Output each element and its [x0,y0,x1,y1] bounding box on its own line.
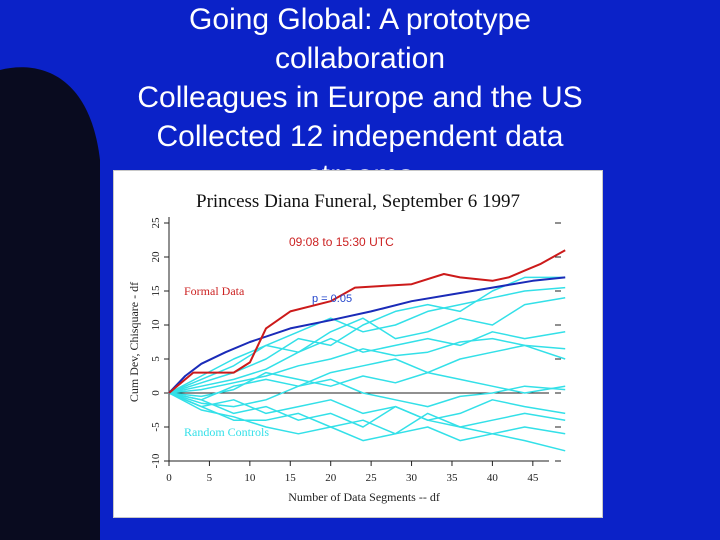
time-range-annotation: 09:08 to 15:30 UTC [289,235,394,249]
title-line: Colleagues in Europe and the US [137,81,583,114]
control-series-line [168,371,566,398]
y-tick-label: -5 [150,422,162,432]
random-controls-label: Random Controls [184,425,269,439]
y-tick-label: 15 [150,285,162,297]
control-series-line [168,378,566,408]
title-line: Collected 12 independent data [156,120,564,153]
control-series-line [168,392,566,421]
formal-data-line [168,249,566,394]
chart-title: Princess Diana Funeral, September 6 1997 [196,191,520,212]
chart-figure: Princess Diana Funeral, September 6 1997… [113,170,603,518]
p-005-expectation-line [168,276,566,394]
control-series-line [168,331,566,394]
x-tick-label: 15 [285,472,297,484]
x-tick-label: 45 [527,472,539,484]
x-tick-label: 0 [166,472,172,484]
control-series-line [168,392,566,452]
y-axis-label: Cum Dev, Chisquare - df [127,282,141,402]
p-value-label: p = 0.05 [312,293,352,305]
x-tick-label: 30 [406,472,418,484]
control-series-line [168,297,566,394]
formal-data-label: Formal Data [184,284,245,298]
x-tick-label: 40 [487,472,499,484]
x-tick-label: 20 [325,472,337,484]
x-tick-label: 5 [207,472,213,484]
control-series-line [168,344,566,401]
title-line: collaboration [274,42,446,75]
y-tick-label: 5 [150,356,162,362]
y-tick-label: 0 [150,390,162,396]
control-series-line [168,392,566,428]
x-tick-label: 35 [446,472,458,484]
y-tick-label: -10 [150,453,162,468]
title-line: Going Global: A prototype [189,3,531,36]
x-tick-label: 25 [366,472,378,484]
line-chart: Princess Diana Funeral, September 6 1997… [127,191,566,504]
y-tick-label: 20 [150,251,162,263]
slide-title: Going Global: A prototype collaboration … [0,0,720,195]
y-tick-label: 25 [150,217,162,229]
x-tick-label: 10 [244,472,256,484]
control-series-line [168,337,566,394]
x-axis-label: Number of Data Segments -- df [288,490,440,504]
y-tick-label: 10 [150,319,162,331]
control-series-line [168,286,566,394]
